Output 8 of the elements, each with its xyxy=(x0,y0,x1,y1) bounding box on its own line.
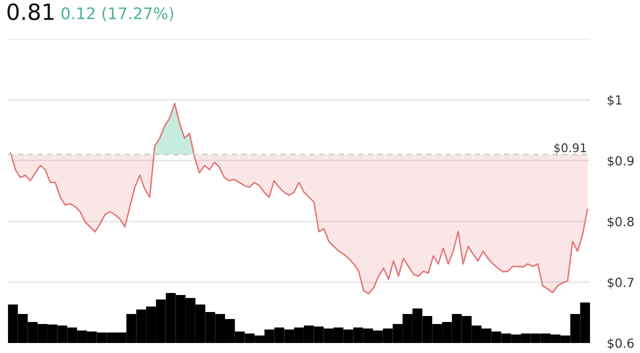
chart-title: 0.81 xyxy=(7,3,54,20)
y-tick-label: $0.8 xyxy=(608,216,634,228)
ref-line-label: $0.91 xyxy=(554,143,586,154)
y-tick-label: $0.6 xyxy=(608,338,634,350)
y-tick-label: $0.7 xyxy=(608,277,634,289)
y-tick-label: $0.9 xyxy=(608,156,634,168)
y-tick-label: $1 xyxy=(608,95,622,106)
chart-subtitle: 0.12 (17.27%) xyxy=(62,7,174,22)
